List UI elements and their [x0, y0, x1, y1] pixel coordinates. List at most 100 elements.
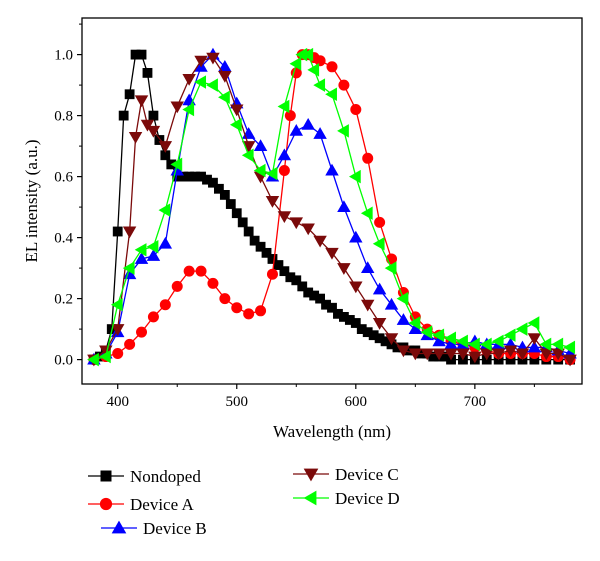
- data-point: [265, 196, 280, 208]
- data-point: [563, 340, 576, 355]
- data-point: [140, 119, 155, 132]
- data-point: [284, 110, 296, 122]
- data-point: [110, 324, 125, 336]
- data-point: [349, 281, 363, 294]
- data-point: [118, 110, 129, 121]
- legend-label: Device A: [130, 495, 194, 514]
- data-point: [384, 261, 397, 275]
- legend-entry: Device C: [293, 465, 399, 484]
- data-point: [195, 265, 207, 277]
- data-point: [134, 95, 149, 108]
- data-point: [372, 282, 387, 295]
- y-tick-label: 0.4: [54, 231, 73, 247]
- y-tick-label: 0.0: [54, 353, 73, 369]
- data-point: [301, 117, 315, 130]
- plot-frame: [81, 17, 583, 385]
- data-point: [231, 208, 242, 219]
- x-axis-title: Wavelength (nm): [273, 422, 391, 441]
- data-point: [208, 177, 218, 188]
- data-point: [277, 99, 290, 114]
- y-tick-label: 0.8: [54, 109, 73, 125]
- legend-entry: Device A: [88, 495, 194, 514]
- data-point: [134, 252, 149, 264]
- data-point: [214, 183, 224, 194]
- data-point: [362, 152, 374, 164]
- legend-label: Device C: [335, 465, 399, 484]
- data-point: [147, 311, 159, 323]
- data-point: [122, 226, 137, 239]
- data-point: [374, 216, 386, 228]
- x-tick-label: 500: [226, 394, 249, 410]
- data-point: [349, 230, 363, 243]
- x-tick-label: 600: [345, 394, 368, 410]
- data-point: [206, 78, 218, 92]
- data-point: [279, 266, 290, 277]
- y-tick-label: 0.2: [54, 292, 73, 308]
- data-point: [480, 348, 494, 361]
- data-point: [325, 163, 339, 176]
- data-point: [124, 89, 135, 100]
- legend-marker: [100, 470, 112, 482]
- data-point: [266, 268, 278, 280]
- data-point: [372, 236, 385, 251]
- data-point: [337, 124, 349, 138]
- data-point: [325, 247, 339, 260]
- data-point: [468, 351, 482, 364]
- legend-entry: Device D: [293, 489, 400, 508]
- data-point: [527, 316, 540, 330]
- data-point: [314, 55, 326, 67]
- data-point: [350, 104, 362, 116]
- legend-marker: [99, 497, 113, 511]
- data-point: [128, 132, 143, 144]
- data-point: [313, 78, 326, 92]
- data-point: [307, 63, 320, 77]
- data-point: [360, 261, 375, 274]
- data-point: [265, 166, 278, 181]
- data-point: [491, 334, 504, 349]
- data-point: [158, 141, 173, 153]
- data-point: [207, 277, 219, 289]
- data-point: [301, 223, 315, 236]
- data-point: [360, 299, 375, 312]
- data-point: [408, 348, 423, 361]
- series-device-c: [87, 52, 577, 367]
- data-point: [225, 199, 236, 209]
- series-device-d: [87, 47, 576, 367]
- data-point: [313, 235, 327, 248]
- data-point: [408, 316, 421, 330]
- data-point: [183, 265, 195, 277]
- data-point: [219, 293, 231, 305]
- data-point: [326, 61, 338, 73]
- data-point: [253, 163, 266, 178]
- data-point: [230, 104, 244, 117]
- legend-entry: Device B: [101, 519, 207, 538]
- y-axis-title: EL intensity (a.u.): [22, 139, 41, 262]
- data-point: [327, 302, 337, 313]
- data-point: [491, 348, 506, 361]
- data-point: [243, 226, 254, 237]
- data-point: [218, 71, 232, 83]
- data-point: [515, 322, 528, 336]
- axes: 400 500 600 700 0.0 0.2 0.4 0.6 0.8 1.0: [54, 23, 535, 410]
- data-point: [249, 235, 260, 246]
- legend-marker: [303, 468, 319, 482]
- data-point: [444, 348, 458, 361]
- data-point: [229, 118, 242, 132]
- data-point: [253, 139, 268, 152]
- data-point: [420, 348, 434, 361]
- data-point: [432, 328, 445, 342]
- data-point: [503, 328, 516, 342]
- data-point: [384, 333, 399, 346]
- data-point: [468, 337, 480, 352]
- data-point: [278, 165, 290, 177]
- data-point: [551, 348, 565, 361]
- data-point: [87, 352, 99, 367]
- data-point: [110, 297, 123, 312]
- data-point: [444, 331, 456, 345]
- data-point: [159, 299, 171, 311]
- data-point: [563, 354, 577, 367]
- data-point: [456, 334, 468, 349]
- data-point: [372, 318, 387, 330]
- data-point: [182, 102, 195, 117]
